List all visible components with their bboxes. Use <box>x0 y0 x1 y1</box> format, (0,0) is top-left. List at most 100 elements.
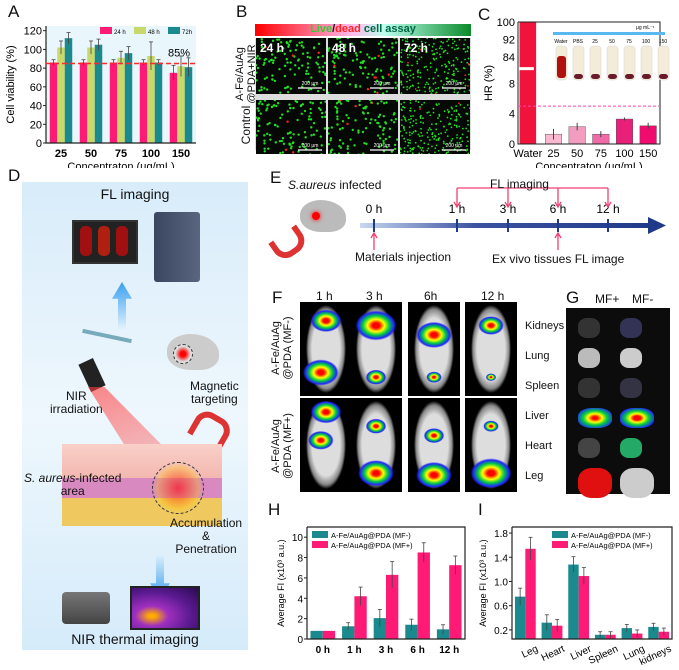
ex-vivo-organ-image <box>566 308 670 494</box>
cell-dot <box>454 143 457 146</box>
cell-dot <box>466 61 469 64</box>
cell-dot <box>328 132 330 135</box>
cell-dot <box>407 61 409 64</box>
cell-dot <box>430 92 433 94</box>
cell-dot <box>281 151 285 154</box>
cell-dot <box>438 53 441 56</box>
cell-dot <box>307 88 310 91</box>
bar-150-2 <box>184 67 193 143</box>
cell-dot <box>414 55 417 58</box>
cell-dot <box>335 54 338 57</box>
cell-dot <box>424 41 427 44</box>
y-tick-label: 0 <box>509 139 515 151</box>
cell-dot <box>385 145 388 149</box>
concentration-gradient-bar <box>553 32 665 35</box>
cell-dot <box>434 135 437 138</box>
cell-dot <box>469 107 470 110</box>
cell-dot <box>432 77 435 80</box>
panel-label-c: C <box>478 5 491 24</box>
cell-dot <box>412 146 415 149</box>
y-tick-label: 1.8 <box>494 529 508 540</box>
cell-dot <box>336 38 339 40</box>
micrograph: 200 μm <box>328 100 398 154</box>
y-tick-label: 1.0 <box>494 577 508 588</box>
cell-dot <box>425 65 428 68</box>
tube-label: 50 <box>609 39 615 45</box>
cell-dot <box>270 53 274 56</box>
cell-dot <box>409 107 412 110</box>
cell-dot <box>420 153 423 154</box>
cell-dot <box>332 53 336 57</box>
cell-dot <box>464 84 467 87</box>
cell-dot <box>445 151 448 154</box>
cell-dot <box>376 68 379 71</box>
live-dead-banner: Live/dead cell assay <box>255 23 471 36</box>
cell-dot <box>354 85 357 89</box>
cell-dot <box>468 78 470 81</box>
tube-sediment <box>557 56 566 78</box>
cell-dot <box>404 40 407 43</box>
bar-3 h-0 <box>373 618 386 639</box>
cell-dot <box>312 121 316 125</box>
cell-dot <box>256 71 258 74</box>
organ-label-lung: Lung <box>525 350 550 362</box>
cell-dot <box>336 117 339 121</box>
cell-dot <box>404 118 407 121</box>
cell-dot <box>361 130 365 134</box>
cell-dot <box>453 88 456 91</box>
cell-dot <box>400 130 402 133</box>
cell-dot <box>393 70 396 73</box>
cell-dot <box>283 74 287 78</box>
f-time-label: 1 h <box>316 289 333 303</box>
cell-dot <box>289 68 292 71</box>
axes <box>511 526 673 640</box>
cell-dot <box>455 44 458 47</box>
cell-dot <box>256 66 260 70</box>
cell-dot <box>354 119 357 122</box>
cell-dot <box>464 74 467 77</box>
cell-dot <box>438 115 441 117</box>
cell-dot <box>435 122 438 125</box>
cell-dot <box>400 83 403 86</box>
cell-dot <box>419 121 422 124</box>
cell-dot <box>432 107 435 110</box>
col-mf-minus: MF- <box>632 292 654 306</box>
thermal-monitor-icon <box>130 586 200 630</box>
cell-dot <box>447 38 450 41</box>
cell-dot <box>442 41 444 44</box>
cell-dot <box>324 73 326 77</box>
panel-label-i: I <box>478 500 483 519</box>
micrograph: 200 μm 24 h <box>256 38 326 94</box>
cell-dot <box>291 141 295 145</box>
fl-arrowhead <box>604 201 612 209</box>
organ-fl-leg-mf-minus <box>620 468 654 498</box>
organ-fl-kidneys-mf-plus <box>578 318 600 338</box>
organ-fl-kidneys-mf-minus <box>620 318 642 338</box>
cell-dot <box>401 61 403 64</box>
cell-dot <box>443 71 446 73</box>
cell-dot <box>276 38 279 41</box>
cell-dot <box>297 133 300 136</box>
cell-dot <box>426 131 429 134</box>
cell-dot <box>328 80 331 84</box>
cell-dot <box>333 72 336 75</box>
cell-dot <box>464 38 467 41</box>
cell-dot <box>376 121 379 125</box>
cell-dot <box>452 42 454 45</box>
cell-dot <box>406 80 408 83</box>
cell-dot <box>393 38 396 40</box>
micrograph: 200 μm 72 h <box>400 38 470 94</box>
organ-fl-spleen-mf-minus <box>620 378 642 398</box>
scale-label: 200 μm <box>302 143 319 149</box>
cell-dot <box>355 58 359 61</box>
cell-dot <box>341 120 345 123</box>
cell-dot <box>403 101 405 104</box>
cell-dot <box>366 111 370 115</box>
cell-dot <box>279 151 282 154</box>
cell-dot <box>373 76 376 79</box>
y-tick-label: 80 <box>30 63 42 75</box>
cell-dot <box>354 51 358 55</box>
cell-dot <box>410 115 412 118</box>
cell-dot <box>417 69 420 72</box>
cell-dot <box>434 81 437 84</box>
